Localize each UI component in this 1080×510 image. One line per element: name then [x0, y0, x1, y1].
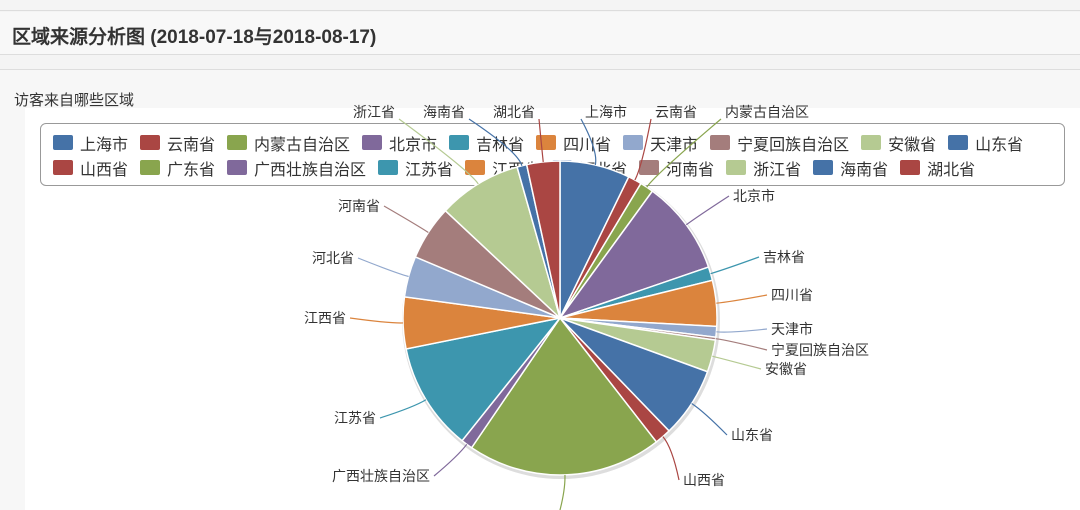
- legend-item[interactable]: 湖北省: [900, 155, 975, 180]
- pie-slice[interactable]: [557, 190, 710, 320]
- pie-data-label: 广西壮族自治区: [332, 469, 430, 485]
- legend-swatch: [362, 135, 383, 150]
- pie-leader-line: [383, 205, 429, 233]
- legend-item[interactable]: 山东省: [948, 130, 1023, 155]
- legend-label: 吉林省: [476, 134, 525, 154]
- pie-leader-line: [379, 399, 427, 419]
- pie-leader-line: [710, 256, 760, 275]
- legend-item[interactable]: 宁夏回族自治区: [710, 130, 849, 155]
- legend-swatch: [639, 160, 660, 175]
- pie-data-label: 河北省: [312, 251, 354, 267]
- legend-swatch: [861, 135, 882, 150]
- panel-subtitle: 访客来自哪些区域: [14, 91, 135, 109]
- page-header: 区域来源分析图 (2018-07-18与2018-08-17): [0, 12, 1080, 55]
- legend-item[interactable]: 上海市: [53, 130, 128, 155]
- pie-data-label: 上海市: [585, 104, 627, 121]
- pie-data-label: 江苏省: [334, 411, 376, 427]
- pie-data-label: 吉林省: [763, 250, 805, 266]
- legend-label: 四川省: [563, 134, 612, 154]
- pie-leader-line: [716, 328, 768, 333]
- pie-data-label: 浙江省: [353, 105, 395, 121]
- pie-data-label: 江西省: [304, 311, 346, 327]
- legend-item[interactable]: 浙江省: [726, 155, 801, 180]
- legend-item[interactable]: 海南省: [813, 155, 888, 180]
- legend-label: 河南省: [666, 159, 715, 179]
- pie-data-label: 内蒙古自治区: [725, 105, 809, 121]
- pie-data-label: 山东省: [731, 428, 773, 444]
- pie-leader-line: [468, 118, 523, 166]
- legend-label: 山东省: [975, 134, 1024, 154]
- legend-swatch: [53, 160, 73, 175]
- legend-label: 北京市: [389, 134, 438, 154]
- legend-label: 广西壮族自治区: [254, 159, 367, 179]
- pie-slice[interactable]: [470, 316, 658, 476]
- legend-label: 广东省: [167, 159, 216, 179]
- legend-swatch: [465, 160, 486, 175]
- legend-item[interactable]: 广东省: [140, 155, 215, 180]
- pie-data-label: 天津市: [771, 321, 813, 338]
- pie-leader-line: [685, 195, 730, 226]
- legend-swatch: [813, 160, 834, 175]
- pie-data-label: 湖北省: [493, 105, 535, 121]
- pie-leader-line: [559, 474, 566, 510]
- legend-item[interactable]: 云南省: [140, 130, 215, 155]
- legend-swatch: [710, 135, 731, 150]
- pie-slice[interactable]: [444, 166, 562, 321]
- pie-data-label: 宁夏回族自治区: [771, 342, 869, 359]
- legend-swatch: [378, 160, 399, 175]
- legend-swatch: [900, 160, 921, 175]
- pie-leader-line: [580, 118, 597, 166]
- legend-swatch: [227, 135, 248, 150]
- legend-label: 浙江省: [753, 159, 802, 179]
- legend-swatch: [140, 160, 161, 175]
- pie-leader-line: [349, 317, 404, 324]
- pie-leader-line: [538, 118, 544, 162]
- pie-leader-line: [662, 436, 680, 481]
- pie-data-label: 河南省: [338, 199, 380, 215]
- legend-label: 江苏省: [405, 159, 454, 179]
- top-band: [0, 0, 1080, 11]
- legend-item[interactable]: 吉林省: [449, 130, 524, 155]
- legend-swatch: [726, 160, 747, 175]
- legend-item[interactable]: 内蒙古自治区: [227, 130, 350, 155]
- page-title: 区域来源分析图 (2018-07-18与2018-08-17): [12, 27, 377, 48]
- pie-data-label: 山西省: [683, 473, 725, 489]
- legend-item[interactable]: 广西壮族自治区: [227, 155, 366, 180]
- pie-leader-line: [716, 294, 768, 304]
- pie-data-label: 海南省: [423, 105, 465, 121]
- legend-label: 海南省: [840, 159, 889, 179]
- pie-data-label: 云南省: [655, 105, 697, 121]
- pie-slice[interactable]: [405, 316, 562, 442]
- legend-label: 湖北省: [927, 159, 976, 179]
- pie-data-label: 安徽省: [765, 362, 807, 378]
- legend-swatch: [140, 135, 161, 150]
- pie-leader-line: [433, 443, 468, 477]
- legend-label: 山西省: [80, 159, 129, 179]
- legend-item[interactable]: 山西省: [53, 155, 128, 180]
- pie-data-label: 四川省: [771, 288, 813, 304]
- legend-label: 安徽省: [888, 134, 937, 154]
- pie-leader-line: [398, 118, 479, 185]
- pie-leader-line: [715, 338, 768, 351]
- pie-leader-line: [634, 118, 652, 181]
- pie-leader-line: [712, 355, 762, 370]
- legend-label: 宁夏回族自治区: [737, 134, 850, 154]
- legend-item[interactable]: 安徽省: [861, 130, 936, 155]
- legend-item[interactable]: 江苏省: [378, 155, 453, 180]
- pie-leader-line: [357, 257, 409, 278]
- legend-label: 内蒙古自治区: [254, 134, 351, 154]
- legend-swatch: [53, 135, 73, 150]
- pie-data-label: 北京市: [733, 188, 775, 205]
- legend-label: 云南省: [167, 134, 216, 154]
- legend-swatch: [449, 135, 470, 150]
- legend-swatch: [948, 135, 969, 150]
- legend-swatch: [227, 160, 248, 175]
- legend-swatch: [623, 135, 644, 150]
- legend-label: 上海市: [80, 134, 129, 154]
- legend-item[interactable]: 北京市: [362, 130, 437, 155]
- pie-leader-line: [691, 403, 728, 436]
- pie-leader-line: [646, 118, 722, 188]
- legend-item[interactable]: 河南省: [639, 155, 714, 180]
